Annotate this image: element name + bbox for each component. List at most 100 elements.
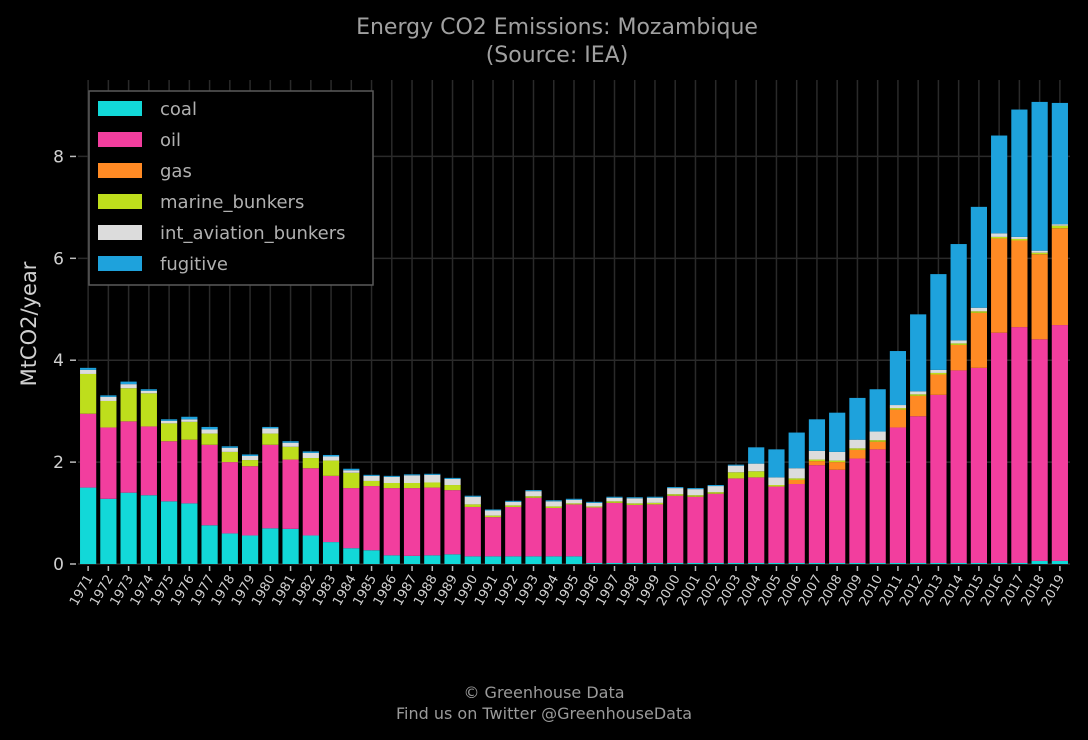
bar-segment-gas bbox=[930, 374, 947, 395]
bar-segment-coal bbox=[667, 562, 684, 564]
bar-segment-marine_bunkers bbox=[565, 503, 583, 505]
bar-segment-oil bbox=[383, 488, 400, 556]
bar-segment-marine_bunkers bbox=[768, 485, 785, 487]
bar-segment-marine_bunkers bbox=[1031, 252, 1048, 255]
bar-segment-oil bbox=[262, 444, 279, 529]
bar-segment-fugitive bbox=[161, 419, 178, 421]
bar-segment-coal bbox=[889, 562, 907, 564]
bar-segment-int_aviation_bunkers bbox=[302, 452, 319, 459]
bar-segment-fugitive bbox=[464, 495, 481, 497]
bar-segment-fugitive bbox=[727, 464, 745, 466]
bar-segment-int_aviation_bunkers bbox=[343, 470, 360, 473]
bar-segment-coal bbox=[565, 556, 583, 564]
bar-segment-int_aviation_bunkers bbox=[687, 489, 704, 496]
bar-segment-fugitive bbox=[606, 496, 623, 498]
bar-segment-marine_bunkers bbox=[282, 446, 299, 460]
bar-segment-coal bbox=[748, 562, 765, 564]
bar-segment-oil bbox=[869, 449, 886, 563]
bar-segment-marine_bunkers bbox=[444, 485, 461, 491]
footer-twitter: Find us on Twitter @GreenhouseData bbox=[395, 704, 693, 723]
bar-segment-int_aviation_bunkers bbox=[80, 369, 97, 374]
bar-segment-fugitive bbox=[687, 488, 704, 490]
bar-segment-oil bbox=[788, 484, 805, 563]
bar-segment-oil bbox=[241, 466, 259, 536]
bar-segment-oil bbox=[80, 413, 97, 488]
bar-segment-int_aviation_bunkers bbox=[444, 478, 461, 486]
bar-segment-gas bbox=[849, 449, 866, 459]
bar-segment-marine_bunkers bbox=[991, 236, 1008, 239]
bar-segment-oil bbox=[808, 465, 826, 563]
bar-segment-coal bbox=[869, 562, 886, 564]
bar-segment-marine_bunkers bbox=[525, 496, 542, 498]
bar-segment-marine_bunkers bbox=[889, 408, 907, 410]
bar-segment-int_aviation_bunkers bbox=[424, 474, 441, 483]
bar-segment-coal bbox=[363, 550, 380, 564]
bar-segment-coal bbox=[464, 556, 481, 564]
legend-swatch-oil bbox=[98, 132, 142, 147]
legend-swatch-marine_bunkers bbox=[98, 194, 142, 209]
bar-segment-coal bbox=[950, 562, 967, 564]
bar-segment-coal bbox=[808, 562, 826, 564]
bar-segment-int_aviation_bunkers bbox=[403, 475, 421, 483]
bar-segment-fugitive bbox=[788, 432, 805, 469]
bar-segment-fugitive bbox=[829, 412, 846, 452]
bar-segment-coal bbox=[140, 495, 157, 564]
bar-segment-oil bbox=[1031, 339, 1048, 561]
bar-segment-marine_bunkers bbox=[910, 394, 927, 396]
bar-segment-oil bbox=[221, 462, 238, 534]
bar-segment-gas bbox=[829, 462, 846, 470]
bar-segment-oil bbox=[161, 441, 178, 502]
bar-segment-int_aviation_bunkers bbox=[849, 439, 866, 449]
bar-segment-coal bbox=[161, 501, 178, 564]
bar-segment-marine_bunkers bbox=[120, 388, 137, 422]
bar-segment-fugitive bbox=[302, 451, 319, 453]
bar-segment-coal bbox=[302, 535, 319, 564]
bar-segment-marine_bunkers bbox=[241, 460, 259, 467]
bar-segment-int_aviation_bunkers bbox=[1011, 236, 1028, 239]
bar-segment-coal bbox=[788, 562, 805, 564]
bar-segment-fugitive bbox=[667, 487, 684, 489]
bar-segment-fugitive bbox=[484, 509, 502, 511]
bar-segment-fugitive bbox=[80, 367, 97, 370]
bar-segment-oil bbox=[727, 478, 745, 563]
bar-segment-fugitive bbox=[910, 314, 927, 392]
bar-segment-coal bbox=[1051, 560, 1068, 564]
bar-segment-int_aviation_bunkers bbox=[383, 476, 400, 483]
bar-segment-marine_bunkers bbox=[950, 343, 967, 345]
bar-segment-gas bbox=[788, 479, 805, 485]
legend-box bbox=[88, 90, 374, 286]
bar-segment-marine_bunkers bbox=[748, 471, 765, 478]
bar-segment-int_aviation_bunkers bbox=[808, 450, 826, 460]
bar-segment-fugitive bbox=[1011, 109, 1028, 237]
bar-segment-oil bbox=[100, 427, 117, 499]
bar-segment-int_aviation_bunkers bbox=[970, 307, 987, 312]
bar-segment-fugitive bbox=[626, 497, 643, 499]
bar-segment-int_aviation_bunkers bbox=[262, 428, 279, 434]
bar-segment-int_aviation_bunkers bbox=[991, 233, 1008, 237]
bar-segment-int_aviation_bunkers bbox=[525, 491, 542, 497]
bar-segment-marine_bunkers bbox=[1011, 238, 1028, 241]
bar-segment-fugitive bbox=[262, 426, 279, 429]
bar-segment-coal bbox=[768, 562, 785, 564]
bar-segment-int_aviation_bunkers bbox=[707, 486, 724, 493]
bar-segment-fugitive bbox=[322, 454, 340, 457]
bar-segment-coal bbox=[424, 555, 441, 564]
bar-segment-marine_bunkers bbox=[727, 472, 745, 479]
bar-segment-oil bbox=[991, 332, 1008, 563]
bar-segment-int_aviation_bunkers bbox=[727, 465, 745, 473]
bar-segment-oil bbox=[930, 394, 947, 563]
bar-segment-marine_bunkers bbox=[808, 459, 826, 462]
bar-segment-coal bbox=[403, 555, 421, 564]
bar-segment-oil bbox=[646, 504, 664, 563]
chart-title: Energy CO2 Emissions: Mozambique bbox=[356, 15, 758, 40]
bar-segment-int_aviation_bunkers bbox=[889, 405, 907, 409]
bar-segment-fugitive bbox=[444, 477, 461, 479]
bar-segment-oil bbox=[181, 439, 198, 504]
bar-segment-oil bbox=[464, 506, 481, 557]
bar-segment-oil bbox=[525, 497, 542, 557]
bar-segment-marine_bunkers bbox=[667, 494, 684, 496]
bar-segment-fugitive bbox=[383, 475, 400, 477]
bar-segment-int_aviation_bunkers bbox=[565, 499, 583, 504]
bar-segment-marine_bunkers bbox=[424, 482, 441, 488]
bar-segment-oil bbox=[403, 488, 421, 556]
